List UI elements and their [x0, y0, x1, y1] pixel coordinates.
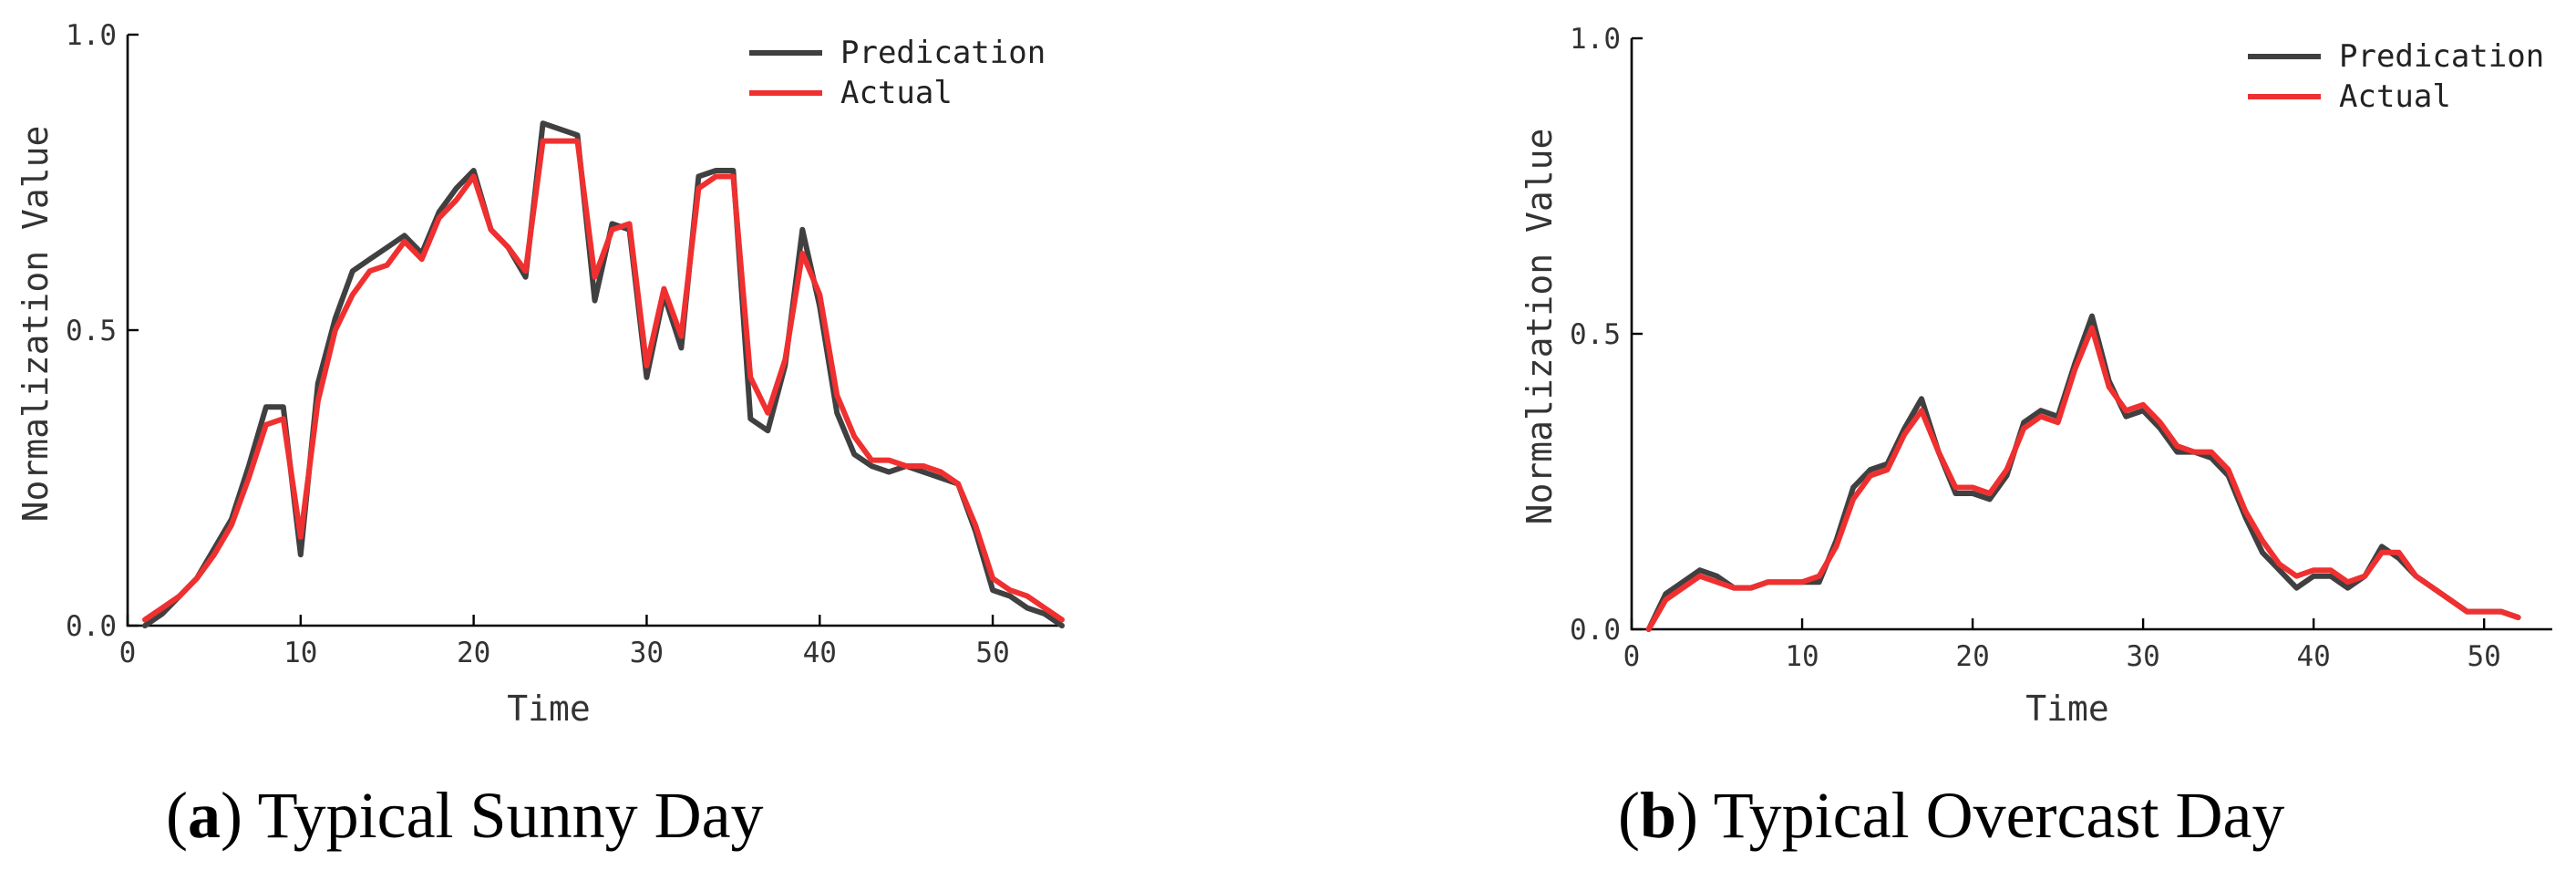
panel-a-caption: (a) Typical Sunny Day [166, 779, 764, 852]
panel-a-legend-actual-label: Actual [840, 75, 953, 111]
panel-a-y-tick-label: 0.5 [66, 315, 117, 347]
panel-a-y-tick-label: 0.0 [66, 610, 117, 643]
panel-b-y-tick-label: 0.5 [1570, 318, 1621, 351]
panel-a-x-tick-label: 0 [119, 637, 137, 669]
panel-a-legend: Predication Actual [749, 35, 1046, 111]
panel-b-x-tick-label: 20 [1955, 640, 1989, 673]
panel-a-axes [126, 35, 1062, 627]
svg-text:(b) Typical Overcast Day: (b) Typical Overcast Day [1618, 779, 2284, 852]
panel-a-caption-letter: a [188, 779, 221, 852]
panel-a-caption-close-paren: ) [221, 779, 258, 852]
panel-a-legend-predication-label: Predication [840, 35, 1046, 71]
panel-a-caption-title: Typical Sunny Day [258, 779, 764, 852]
panel-b-caption-close-paren: ) [1676, 779, 1714, 852]
panel-a-x-tick-label: 20 [457, 637, 490, 669]
panel-a-x-tick-label: 50 [975, 637, 1009, 669]
panel-a-ticks: 0 10 20 30 40 50 0.0 0.5 1.0 [66, 19, 1010, 669]
panel-b-caption-title: Typical Overcast Day [1714, 779, 2285, 852]
panel-b-legend-actual-label: Actual [2339, 78, 2451, 115]
panel-b-legend-predication-label: Predication [2339, 38, 2544, 75]
panel-b-caption-letter: b [1640, 779, 1676, 852]
panel-b-x-axis-title: Time [2025, 689, 2109, 729]
panel-b-y-tick-label: 0.0 [1570, 614, 1621, 647]
panel-a-series [142, 120, 1065, 628]
panel-b-x-tick-label: 0 [1623, 640, 1641, 673]
panel-a-x-tick-label: 30 [630, 637, 664, 669]
panel-a-x-tick-label: 40 [803, 637, 837, 669]
panel-a-caption-open-paren: ( [166, 779, 188, 852]
panel-a-plot-area [126, 35, 1062, 627]
panel-a-y-tick-label: 1.0 [66, 19, 117, 52]
panel-b-x-tick-label: 30 [2126, 640, 2159, 673]
panel-a-x-tick-label: 10 [283, 637, 317, 669]
panel-b-overcast-day: 0 10 20 30 40 50 0.0 0.5 1.0 Time Normalization … [1520, 23, 2552, 852]
panel-b-ticks: 0 10 20 30 40 50 0.0 0.5 1.0 [1570, 23, 2501, 673]
panel-b-series-actual-line [1645, 325, 2521, 632]
panel-a-y-axis-title: Normalization Value [15, 126, 56, 523]
panel-a-sunny-day: 0 10 20 30 40 50 0.0 0.5 1.0 Time Normalization … [15, 19, 1065, 852]
panel-b-caption: (b) Typical Overcast Day [1618, 779, 2284, 852]
panel-b-x-tick-label: 10 [1785, 640, 1819, 673]
panel-a-series-predication-line [142, 120, 1065, 628]
panel-b-y-axis-title: Normalization Value [1520, 129, 1560, 525]
panel-b-x-tick-label: 40 [2296, 640, 2330, 673]
svg-text:(a) Typical Sunny Day: (a) Typical Sunny Day [166, 779, 764, 852]
panel-b-y-tick-label: 1.0 [1570, 23, 1621, 56]
panel-b-caption-open-paren: ( [1618, 779, 1640, 852]
panel-b-legend: Predication Actual [2248, 38, 2544, 115]
panel-a-series-actual-line [142, 138, 1065, 623]
panel-b-series [1645, 313, 2521, 632]
panel-a-x-axis-title: Time [507, 689, 591, 729]
panel-b-x-tick-label: 50 [2468, 640, 2501, 673]
